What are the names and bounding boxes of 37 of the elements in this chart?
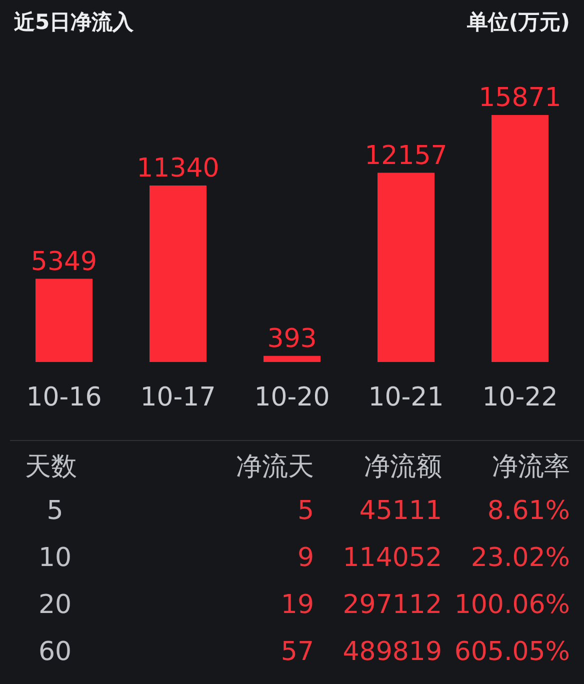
text: 297112 — [342, 590, 442, 620]
text: 5 — [297, 496, 314, 526]
text: 10 — [38, 543, 72, 573]
category-label: 天数 — [25, 451, 77, 484]
text: 60 — [38, 637, 72, 667]
text: 114052 — [342, 543, 442, 573]
x-tick-label: 10-22 — [482, 382, 558, 412]
text: 489819 — [342, 637, 442, 667]
data-label: 393 — [267, 324, 317, 354]
chart-title: 近5日净流入 — [14, 9, 134, 36]
bar — [36, 278, 92, 362]
text: 8.61% — [487, 496, 570, 526]
data-label: 5349 — [30, 246, 98, 277]
text: 20 — [38, 590, 72, 620]
x-tick-label: 10-21 — [368, 382, 444, 412]
text: 100.06% — [454, 590, 570, 620]
category-label: 净流天 — [236, 451, 314, 484]
category-label: 净流额 — [364, 451, 442, 484]
data-label: 11340 — [136, 154, 220, 184]
text: 605.05% — [454, 637, 570, 667]
x-tick-label: 10-16 — [26, 382, 102, 412]
x-tick-label: 10-17 — [140, 382, 216, 412]
data-label: 15871 — [478, 83, 562, 113]
text: 9 — [297, 543, 314, 573]
bar — [492, 115, 548, 362]
text: 57 — [280, 637, 314, 667]
y-axis-title: 单位(万元) — [466, 9, 570, 36]
x-tick-label: 10-20 — [254, 382, 330, 412]
category-label: 净流率 — [492, 451, 570, 484]
text: 19 — [280, 590, 314, 620]
text: 23.02% — [470, 543, 570, 573]
bar — [378, 172, 434, 362]
bar — [150, 186, 206, 362]
bar — [264, 356, 320, 362]
data-label: 12157 — [364, 140, 448, 171]
text: 5 — [46, 496, 64, 526]
text: 45111 — [359, 496, 442, 526]
